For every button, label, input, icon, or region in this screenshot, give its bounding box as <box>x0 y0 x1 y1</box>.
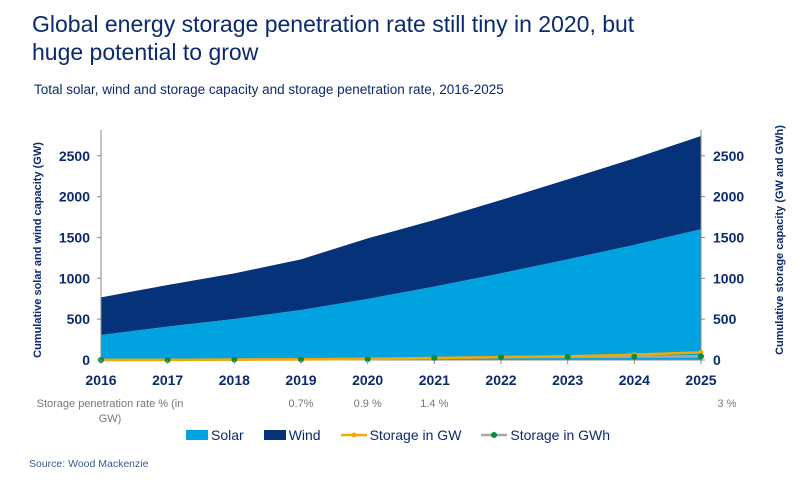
left-y-tick-label: 500 <box>67 311 91 327</box>
left-y-tick-label: 0 <box>82 352 90 368</box>
x-tick-label: 2023 <box>552 372 583 388</box>
x-tick-label: 2018 <box>219 372 250 388</box>
right-y-tick-label: 2500 <box>713 148 744 164</box>
storage-gwh-point <box>364 356 371 363</box>
penetration-rate-label: 0.7% <box>288 398 313 410</box>
penetration-rate-label: 1.4 % <box>420 398 448 410</box>
x-tick-label: 2019 <box>285 372 316 388</box>
x-tick-label: 2020 <box>352 372 383 388</box>
penetration-rate-title: Storage penetration rate % (in GW) <box>36 398 184 425</box>
legend: Solar Wind Storage in GW Storage in GWh <box>186 427 610 443</box>
legend-storage-gwh[interactable]: Storage in GWh <box>481 427 610 443</box>
solar-area <box>101 229 701 360</box>
left-y-axis-label: Cumulative solar and wind capacity (GW) <box>32 142 44 358</box>
wind-swatch <box>263 430 286 440</box>
storage-gw-point <box>698 349 704 355</box>
legend-label: Storage in GWh <box>510 427 611 443</box>
storage-gw-line <box>100 351 702 362</box>
chart-subtitle: Total solar, wind and storage capacity a… <box>34 82 504 97</box>
legend-storage-gw[interactable]: Storage in GW <box>340 427 462 443</box>
x-tick-label: 2021 <box>419 372 450 388</box>
wind-area <box>101 136 701 335</box>
storage-gwh-point <box>498 354 504 361</box>
storage-gwh-point <box>231 356 238 363</box>
right-y-axis-label: Cumulative storage capacity (GW and GWh) <box>774 125 786 355</box>
storage-gwh-swatch <box>481 432 508 438</box>
left-y-tick-label: 1500 <box>59 229 90 245</box>
storage-gw-swatch <box>340 432 367 438</box>
right-y-tick-label: 500 <box>713 311 737 327</box>
legend-wind[interactable]: Wind <box>263 427 321 443</box>
left-y-tick-label: 2000 <box>59 189 90 205</box>
right-y-tick-label: 0 <box>713 352 721 368</box>
storage-gwh-point <box>164 356 171 363</box>
penetration-rate-label: 3 % <box>718 398 737 410</box>
storage-gwh-point <box>631 353 638 360</box>
legend-label: Storage in GW <box>369 427 462 443</box>
legend-label: Wind <box>288 427 321 443</box>
x-tick-label: 2024 <box>619 372 650 388</box>
x-tick-label: 2016 <box>85 372 116 388</box>
x-tick-label: 2017 <box>152 372 183 388</box>
storage-gwh-point <box>564 353 571 360</box>
solar-swatch <box>186 430 208 440</box>
legend-label: Solar <box>211 427 244 443</box>
right-y-tick-label: 2000 <box>713 189 744 205</box>
right-y-tick-label: 1000 <box>713 270 744 286</box>
source-note: Source: Wood Mackenzie <box>29 458 149 470</box>
left-y-tick-label: 2500 <box>59 148 90 164</box>
right-y-tick-label: 1500 <box>713 229 744 245</box>
x-tick-label: 2025 <box>685 372 716 388</box>
x-tick-label: 2022 <box>485 372 516 388</box>
storage-gwh-point <box>298 356 304 363</box>
storage-gwh-point <box>431 354 438 361</box>
left-y-tick-label: 1000 <box>59 270 90 286</box>
penetration-rate-label: 0.9 % <box>354 398 382 410</box>
storage-gwh-point <box>698 353 704 360</box>
legend-solar[interactable]: Solar <box>186 427 244 443</box>
chart-title: Global energy storage penetration rate s… <box>32 11 635 65</box>
